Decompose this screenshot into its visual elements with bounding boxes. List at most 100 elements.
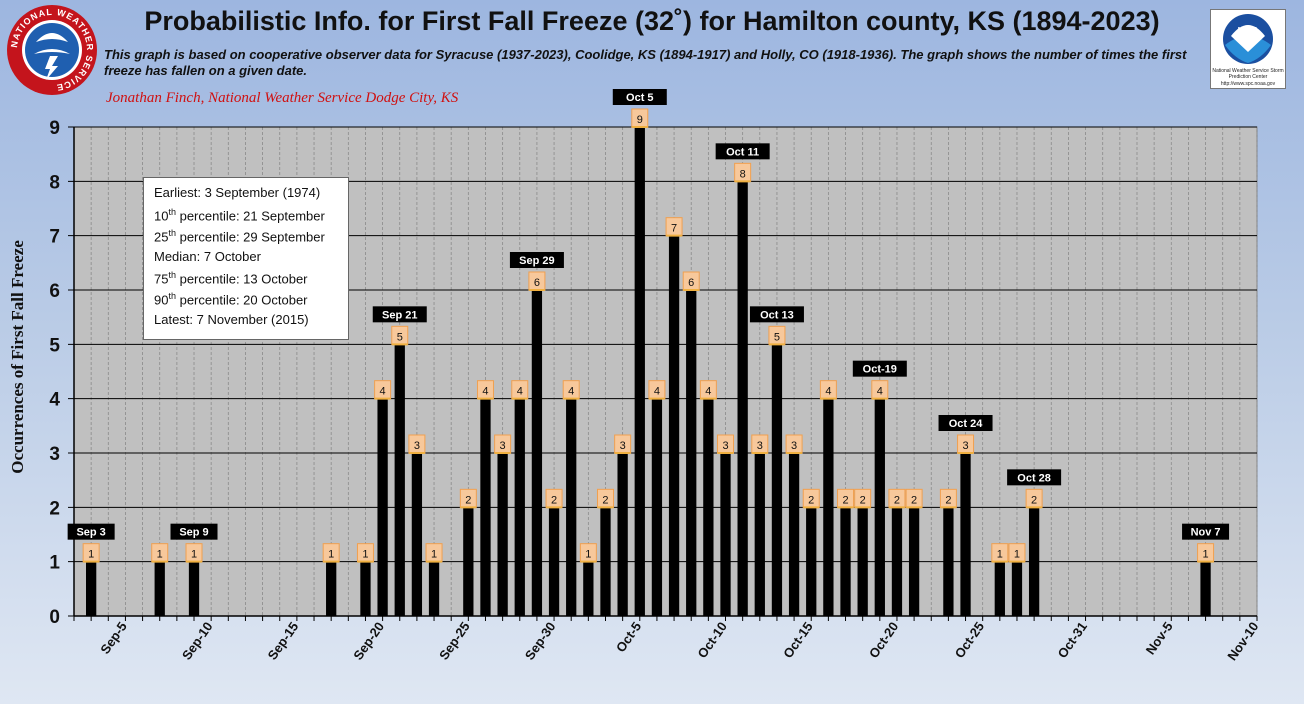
- value-label: 3: [500, 440, 506, 452]
- value-label: 7: [671, 223, 677, 235]
- date-annotation-box: [372, 306, 427, 323]
- bar: [1200, 561, 1211, 616]
- date-annotation: Oct 5: [626, 92, 654, 104]
- value-label: 4: [825, 386, 831, 398]
- value-label: 3: [722, 440, 728, 452]
- bar: [703, 398, 714, 616]
- value-label: 2: [808, 494, 814, 506]
- x-tick-label: Oct-31: [1055, 619, 1090, 661]
- bar: [737, 181, 748, 617]
- bar: [788, 453, 800, 616]
- bar: [634, 127, 645, 616]
- x-tick-label: Sep-25: [436, 619, 473, 663]
- date-annotation-box: [67, 523, 115, 540]
- x-tick-label: Nov-10: [1224, 619, 1261, 663]
- value-label: 4: [877, 386, 883, 398]
- author-credit: Jonathan Finch, National Weather Service…: [106, 90, 459, 106]
- bar: [377, 398, 388, 616]
- bar: [188, 561, 200, 616]
- x-tick-label: Oct-15: [780, 619, 815, 661]
- bar: [874, 398, 885, 616]
- x-tick-label: Nov-5: [1143, 619, 1176, 657]
- bar: [1028, 507, 1040, 616]
- date-annotation: Sep 9: [179, 527, 208, 539]
- bar: [411, 453, 423, 616]
- value-label: 1: [431, 549, 437, 561]
- bar: [943, 507, 954, 616]
- y-tick-label: 9: [49, 118, 60, 139]
- bar: [360, 561, 371, 616]
- stat-earliest: Earliest: 3 September (1974): [154, 185, 321, 200]
- bar: [428, 561, 440, 616]
- bar: [531, 290, 543, 616]
- value-label: 2: [1031, 494, 1037, 506]
- bar: [651, 398, 663, 616]
- value-label: 1: [191, 549, 197, 561]
- date-annotation: Sep 21: [382, 309, 417, 321]
- y-tick-label: 0: [49, 607, 60, 628]
- bar: [326, 561, 337, 616]
- bar: [463, 507, 474, 616]
- x-tick-label: Oct-25: [952, 619, 987, 661]
- value-label: 1: [362, 549, 368, 561]
- nws-logo: NATIONAL WEATHER SERVICE: [7, 5, 97, 95]
- x-tick-label: Sep-15: [265, 619, 302, 663]
- y-tick-label: 7: [49, 227, 60, 248]
- date-annotation: Oct 11: [726, 146, 759, 158]
- y-tick-label: 4: [49, 390, 60, 411]
- bar: [754, 453, 765, 616]
- bar: [771, 344, 783, 616]
- noaa-logo: NOAA National Weather Service Storm Pred…: [1210, 9, 1286, 89]
- y-tick-label: 1: [49, 553, 60, 574]
- bar: [857, 507, 868, 616]
- date-annotation-box: [509, 252, 564, 268]
- date-annotation-box: [170, 523, 218, 540]
- date-annotation-box: [1182, 523, 1230, 540]
- bar: [86, 561, 97, 616]
- value-label: 2: [945, 494, 951, 506]
- bar: [840, 507, 851, 616]
- value-label: 4: [380, 386, 386, 398]
- value-label: 5: [397, 331, 403, 343]
- bar: [480, 398, 491, 616]
- stat-p10: 10th percentile: 21 September: [154, 207, 325, 224]
- noaa-caption: National Weather Service Storm Predictio…: [1212, 68, 1284, 80]
- x-tick-label: Sep-30: [522, 619, 559, 663]
- date-annotation: Sep 29: [519, 255, 554, 267]
- y-tick-label: 6: [49, 281, 60, 302]
- bar: [686, 290, 697, 616]
- value-label: 3: [757, 440, 763, 452]
- chart-subtitle: This graph is based on cooperative obser…: [104, 47, 1187, 78]
- value-label: 1: [328, 549, 334, 561]
- annotations: Sep 3 Sep 9 Sep 21 Sep 29 Oct 5 Oct 11 Oct 13 O…: [67, 89, 1230, 540]
- date-annotation: Sep 3: [76, 527, 105, 539]
- bar: [891, 507, 903, 616]
- x-tick-label: Sep-20: [350, 619, 387, 663]
- svg-text:NOAA: NOAA: [1238, 27, 1259, 34]
- bar: [497, 453, 508, 616]
- value-label: 1: [997, 549, 1003, 561]
- stat-median: Median: 7 October: [154, 249, 261, 264]
- value-label: 6: [688, 277, 694, 289]
- value-label: 2: [860, 494, 866, 506]
- stat-p75: 75th percentile: 13 October: [154, 270, 308, 287]
- statistics-box: Earliest: 3 September (1974) 10th percen…: [143, 177, 349, 340]
- date-annotation-box: [749, 306, 804, 323]
- bar: [394, 344, 405, 616]
- x-tick-label: Oct-10: [694, 619, 729, 661]
- value-label: 6: [534, 277, 540, 289]
- value-label: 2: [894, 494, 900, 506]
- bar: [908, 507, 920, 616]
- value-label: 1: [1014, 549, 1020, 561]
- value-label: 2: [551, 494, 557, 506]
- bar: [548, 507, 560, 616]
- date-annotation-box: [612, 89, 667, 105]
- value-label: 4: [705, 386, 711, 398]
- x-tick-label: Sep-10: [179, 619, 216, 663]
- bar: [994, 561, 1005, 616]
- bar: [600, 507, 611, 616]
- noaa-emblem-icon: NOAA: [1223, 14, 1273, 64]
- date-annotation: Oct 13: [760, 309, 794, 321]
- bar: [154, 561, 165, 616]
- value-label: 4: [517, 386, 523, 398]
